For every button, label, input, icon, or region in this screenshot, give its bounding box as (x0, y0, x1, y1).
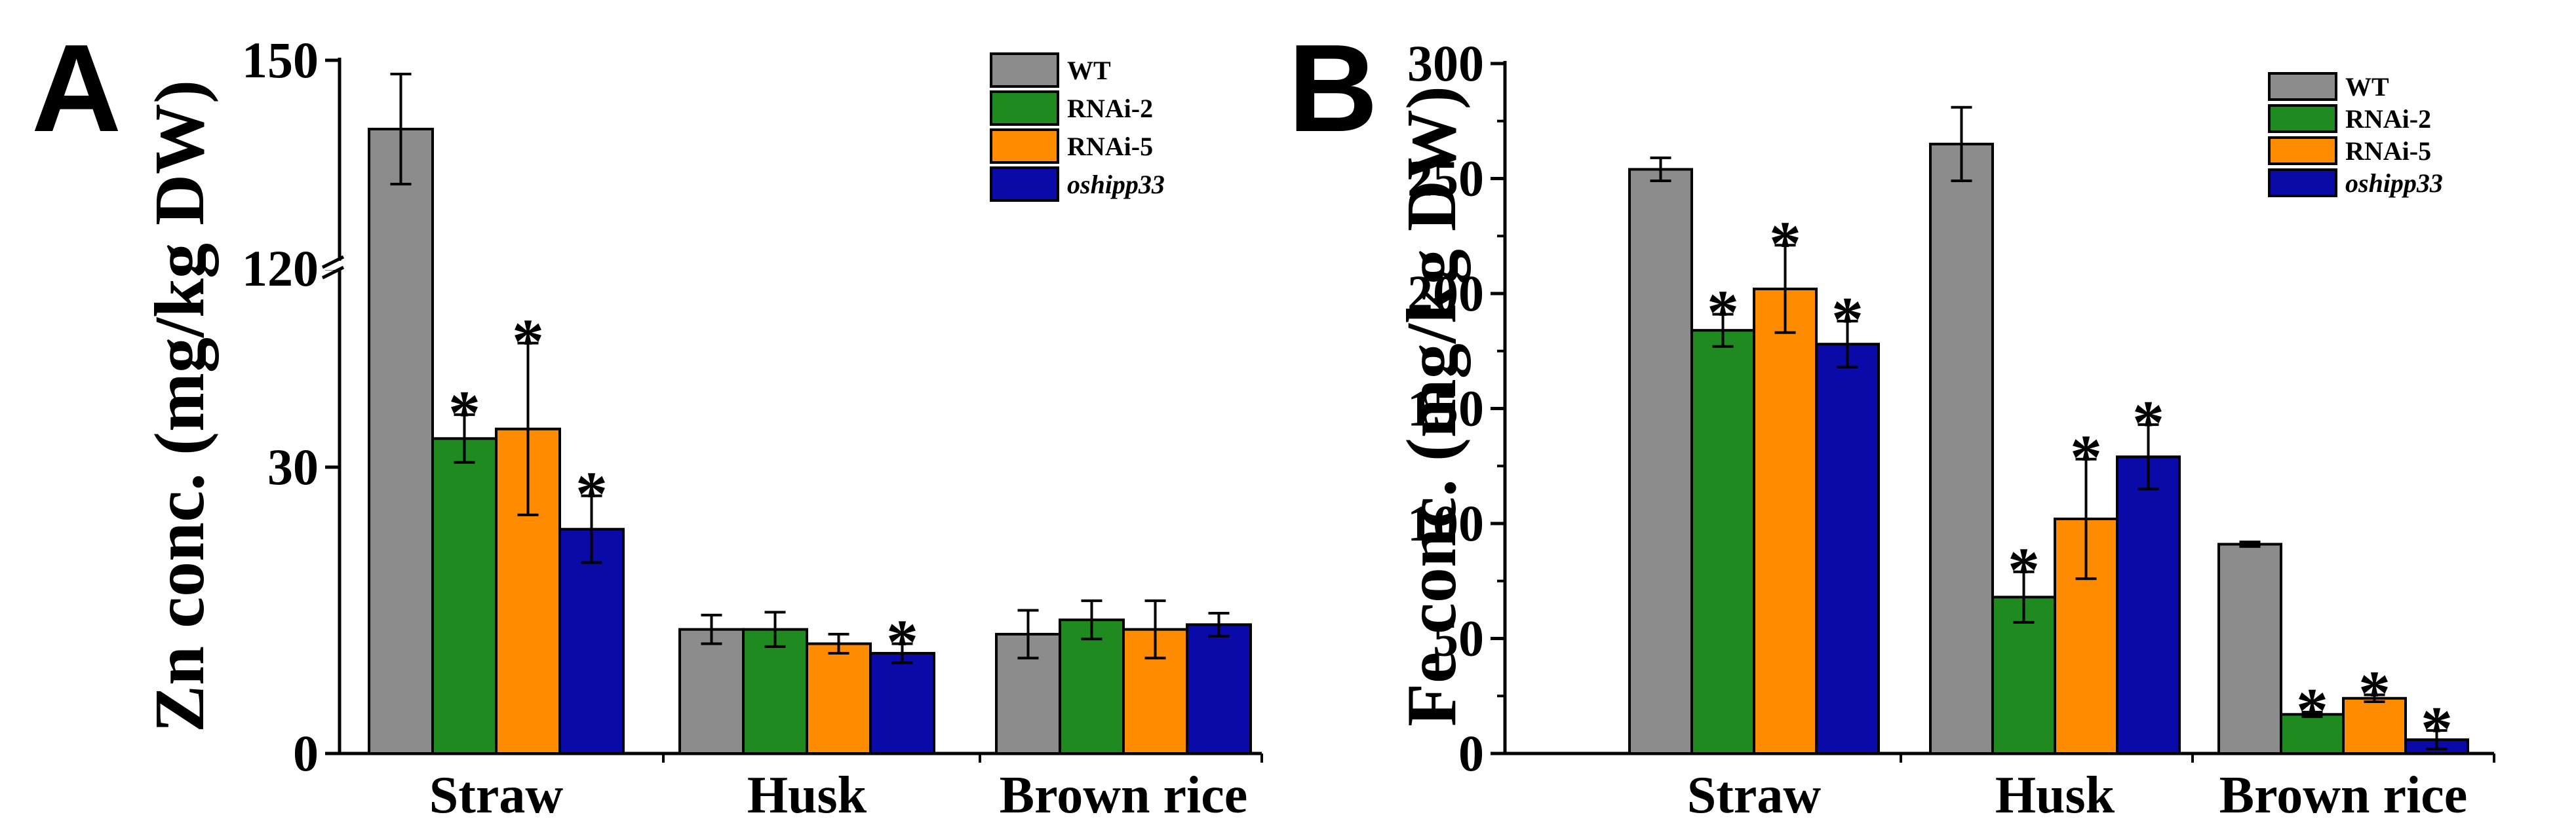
y-tick-label: 30 (267, 438, 319, 495)
axis-break-mark (321, 265, 345, 280)
y-tick-label: 150 (1407, 380, 1484, 437)
y-tick-label: 300 (1407, 35, 1484, 92)
legend-swatch-oshipp33 (2268, 168, 2337, 197)
x-category-label: Brown rice (2219, 767, 2467, 824)
y-tick-label: 150 (242, 31, 319, 88)
y-tick-label: 250 (1407, 150, 1484, 207)
bar-rnai-2-straw (1690, 329, 1755, 755)
legend-swatch-wt (2268, 72, 2337, 101)
legend-label-wt: WT (2345, 72, 2389, 102)
legend-swatch-rnai-2 (990, 90, 1059, 126)
legend-label-rnai-5: RNAi-5 (1067, 132, 1153, 161)
legend-label-oshipp33: oshipp33 (1067, 170, 1165, 199)
bar-rnai-5-husk (806, 642, 872, 755)
panel-letter: B (1288, 19, 1378, 158)
legend-swatch-wt (990, 52, 1059, 88)
x-category-label: Husk (747, 767, 867, 824)
y-tick-label: 0 (293, 725, 319, 782)
bar-rnai-5-brown-rice (2342, 696, 2407, 755)
y-tick-label: 120 (242, 240, 319, 297)
significance-star: * (2296, 676, 2328, 746)
x-category-label: Husk (1995, 767, 2115, 824)
y-tick-label: 0 (1458, 725, 1484, 782)
legend-label-rnai-2: RNAi-2 (1067, 94, 1153, 123)
bar-wt-husk (678, 628, 745, 755)
bar-oshipp33-husk (2116, 455, 2181, 755)
legend-swatch-rnai-5 (990, 128, 1059, 164)
significance-star: * (886, 607, 918, 677)
significance-star: * (448, 378, 480, 449)
significance-star: * (2008, 535, 2040, 606)
y-tick-label: 200 (1407, 265, 1484, 322)
y-tick-label: 100 (1407, 495, 1484, 552)
legend-swatch-rnai-5 (2268, 136, 2337, 165)
significance-star: * (2358, 658, 2391, 729)
significance-star: * (1831, 284, 1864, 355)
panel-letter: A (31, 19, 121, 158)
significance-star: * (1707, 278, 1739, 349)
legend-swatch-rnai-2 (2268, 104, 2337, 133)
bar-oshipp33-brown-rice (1186, 623, 1252, 755)
significance-star: * (2070, 423, 2102, 493)
bar-oshipp33-straw (558, 527, 625, 755)
bar-rnai-2-husk (742, 628, 808, 755)
x-category-label: Brown rice (1000, 767, 1247, 824)
axis-break-mark (321, 255, 345, 269)
bar-oshipp33-straw (1815, 343, 1880, 755)
bar-wt-straw (368, 128, 434, 755)
y-axis-title: Fe conc. (mg/kg DW) (1393, 86, 1471, 727)
legend-label-rnai-5: RNAi-5 (2345, 136, 2431, 166)
y-axis-title: Zn conc. (mg/kg DW) (141, 80, 219, 733)
chart-panel-a: A Zn conc. (mg/kg DW) 0 30 120 150 * * * Straw * Hu… (31, 19, 1263, 824)
bar-wt-brown-rice (2217, 543, 2282, 755)
legend-label-oshipp33: oshipp33 (2345, 168, 2443, 198)
x-category-label: Straw (429, 767, 564, 824)
significance-star: * (512, 307, 544, 377)
bar-oshipp33-husk (869, 652, 935, 755)
legend-label-rnai-2: RNAi-2 (2345, 104, 2431, 134)
y-tick-label: 50 (1433, 610, 1484, 667)
bar-rnai-2-straw (431, 437, 498, 755)
x-category-label: Straw (1687, 767, 1822, 824)
significance-star: * (2421, 694, 2453, 765)
significance-star: * (2132, 388, 2164, 459)
significance-star: * (576, 459, 608, 530)
chart-panel-b: B Fe conc. (mg/kg DW)0 50 100 150 200 250 300 * *… (1288, 19, 2495, 824)
significance-star: * (1769, 208, 1801, 279)
legend-swatch-oshipp33 (990, 166, 1059, 202)
bar-rnai-5-straw (1753, 287, 1818, 755)
bar-rnai-2-brown-rice (2280, 713, 2345, 755)
bar-wt-husk (1929, 142, 1994, 755)
bar-wt-straw (1628, 168, 1693, 755)
legend-label-wt: WT (1067, 56, 1111, 85)
